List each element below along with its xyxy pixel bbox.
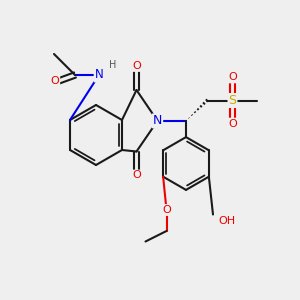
Text: N: N	[153, 114, 162, 128]
Text: O: O	[162, 205, 171, 215]
Text: O: O	[228, 72, 237, 82]
Text: O: O	[228, 118, 237, 129]
Text: H: H	[109, 59, 116, 70]
Text: O: O	[132, 61, 141, 71]
Text: N: N	[94, 68, 103, 82]
Text: S: S	[229, 94, 236, 107]
Text: O: O	[132, 170, 141, 181]
Text: O: O	[50, 76, 59, 86]
Text: OH: OH	[218, 215, 235, 226]
